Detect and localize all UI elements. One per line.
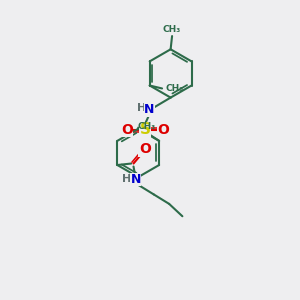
Text: H: H [122, 174, 131, 184]
Text: CH₃: CH₃ [137, 122, 156, 130]
Text: N: N [130, 173, 141, 186]
Text: CH₃: CH₃ [163, 25, 181, 34]
Text: N: N [144, 103, 154, 116]
Text: O: O [121, 123, 133, 137]
Text: H: H [136, 103, 146, 113]
Text: O: O [139, 142, 151, 156]
Text: CH₃: CH₃ [166, 84, 184, 93]
Text: O: O [157, 123, 169, 137]
Text: S: S [140, 122, 151, 137]
